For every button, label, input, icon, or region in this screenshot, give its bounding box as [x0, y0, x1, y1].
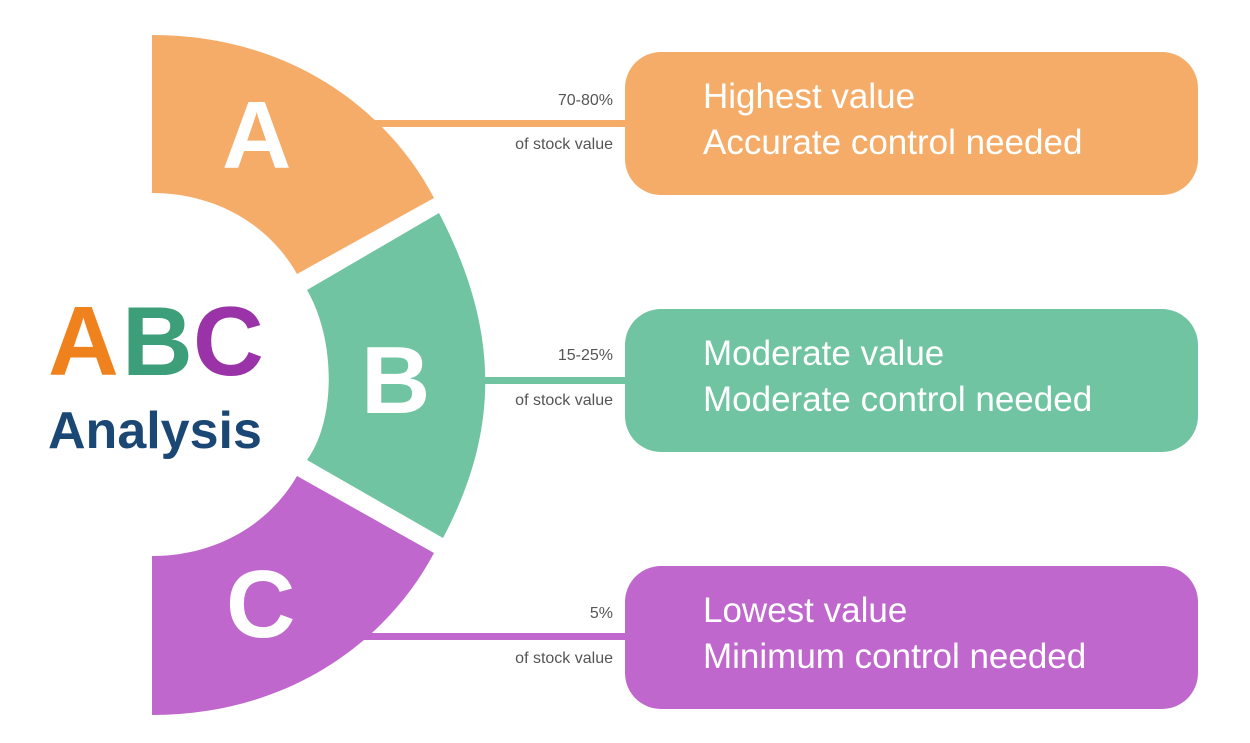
- segment-letter-b: B: [361, 327, 431, 434]
- percent-label-b: 15-25%: [557, 347, 613, 364]
- connector-line-b: [480, 377, 628, 384]
- segment-a: [152, 35, 434, 274]
- title-letter-a: A: [48, 286, 119, 396]
- description-line-2: Moderate control needed: [703, 380, 1093, 419]
- title-letter-c: C: [193, 286, 264, 396]
- description-box-a: Highest value Accurate control needed: [625, 52, 1198, 195]
- description-line-1: Moderate value: [703, 334, 945, 373]
- segment-c: [152, 476, 434, 715]
- percent-label-a: 70-80%: [557, 92, 613, 109]
- sub-label-b: of stock value: [515, 392, 613, 409]
- description-box-b: Moderate value Moderate control needed: [625, 309, 1198, 452]
- description-line-1: Highest value: [703, 77, 916, 116]
- sub-label-c: of stock value: [515, 650, 613, 667]
- title-letter-b: B: [122, 286, 193, 396]
- sub-label-a: of stock value: [515, 136, 613, 153]
- segment-letter-a: A: [222, 82, 292, 189]
- connector-line-a: [360, 120, 628, 127]
- description-line-1: Lowest value: [703, 591, 908, 630]
- connector-line-c: [360, 633, 628, 640]
- title-word: Analysis: [48, 402, 262, 460]
- segment-letter-c: C: [226, 551, 296, 658]
- description-line-2: Accurate control needed: [703, 123, 1083, 162]
- segment-b: [307, 213, 486, 538]
- description-line-2: Minimum control needed: [703, 637, 1087, 676]
- percent-label-c: 5%: [589, 605, 613, 622]
- description-box-c: Lowest value Minimum control needed: [625, 566, 1198, 709]
